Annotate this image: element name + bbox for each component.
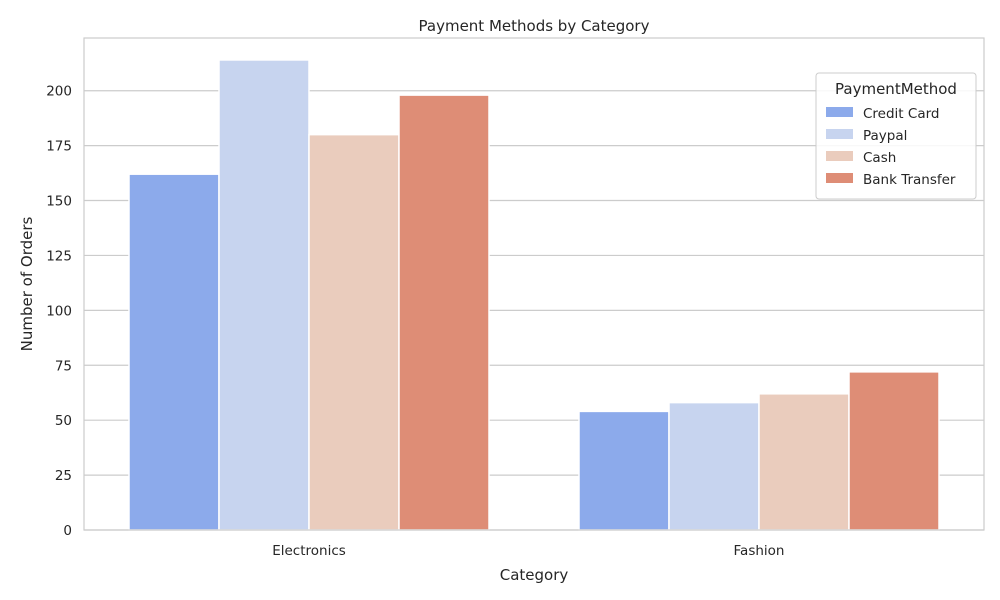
plot-frame — [83, 37, 985, 531]
legend-label: Credit Card — [863, 106, 939, 122]
legend-label: Paypal — [863, 128, 907, 144]
y-tick-label: 0 — [63, 523, 72, 539]
bars — [128, 59, 940, 531]
y-tick-label: 25 — [55, 468, 72, 484]
y-tick-label: 75 — [55, 358, 72, 374]
x-tick-label: Electronics — [272, 543, 346, 559]
y-tick-label: 150 — [46, 194, 72, 210]
y-tick-label: 50 — [55, 413, 72, 429]
legend-swatch — [826, 151, 853, 161]
legend: PaymentMethod Credit Card Paypal Cash Bank … — [815, 72, 977, 200]
legend-items: Credit Card Paypal Cash Bank Transfer — [826, 106, 956, 188]
y-tick-labels: 0 25 50 75 100 125 150 175 200 — [46, 84, 72, 539]
y-axis-label: Number of Orders — [18, 216, 36, 351]
bar-cash-electronics — [308, 133, 400, 531]
y-tick-label: 100 — [46, 303, 72, 319]
bar-cash-fashion — [758, 393, 850, 531]
legend-label: Cash — [863, 150, 896, 166]
x-tick-label: Fashion — [734, 543, 785, 559]
legend-swatch — [826, 173, 853, 183]
y-tick-label: 175 — [46, 139, 72, 155]
legend-swatch — [826, 129, 853, 139]
bar-paypal-electronics — [218, 59, 310, 531]
x-tick-labels: Electronics Fashion — [272, 543, 784, 559]
chart-title: Payment Methods by Category — [419, 17, 650, 35]
bar-paypal-fashion — [668, 401, 760, 531]
bar-credit-card-electronics — [128, 173, 220, 531]
x-axis-label: Category — [500, 566, 569, 584]
y-tick-label: 125 — [46, 248, 72, 264]
legend-label: Bank Transfer — [863, 172, 956, 188]
bar-bank-transfer-fashion — [848, 371, 940, 531]
y-tick-label: 200 — [46, 84, 72, 100]
legend-swatch — [826, 107, 853, 117]
bar-bank-transfer-electronics — [398, 94, 490, 531]
bar-credit-card-fashion — [578, 410, 670, 531]
legend-box — [815, 72, 977, 200]
legend-title: PaymentMethod — [835, 80, 957, 98]
